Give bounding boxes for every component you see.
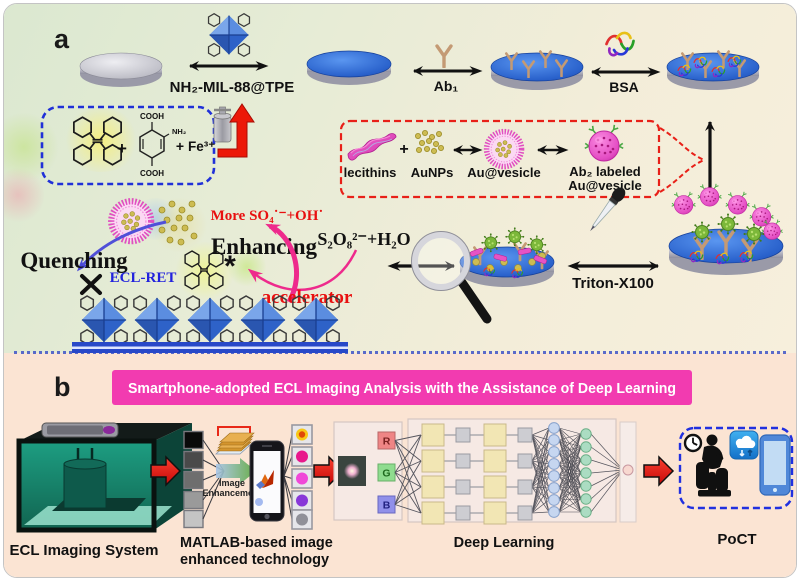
enhancement-stack-icon <box>214 426 255 455</box>
enhancement-line1: Image <box>219 478 245 488</box>
banner <box>112 370 692 405</box>
tpe-molecule <box>73 116 122 166</box>
ecl-ret-arrow <box>76 220 167 272</box>
magnifier-icon <box>411 231 492 324</box>
vesicle-prep-box <box>339 119 661 199</box>
flow-arrow-1 <box>150 455 182 487</box>
quench-vesicle-icon <box>111 201 151 241</box>
aminoterephthalic-acid <box>139 122 170 166</box>
bare-electrode <box>79 52 163 87</box>
cloud-sync-icon <box>729 430 759 460</box>
aunps-label: AuNPs <box>411 165 454 180</box>
nh2-label: NH₂ <box>172 127 186 136</box>
glow-green-left <box>4 112 59 182</box>
rgb-split-panel: R G B <box>333 421 403 521</box>
banner-text: Smartphone-adopted ECL Imaging Analysis … <box>128 381 676 397</box>
glow-pink-left <box>4 166 44 224</box>
sandwich-electrode <box>668 183 784 275</box>
accelerator-arrow <box>247 249 358 292</box>
panel-a-label: a <box>54 24 70 54</box>
panel-b-scheme: b Smartphone-adopted ECL Imaging Analysi… <box>10 370 794 568</box>
ab1-electrode <box>490 50 584 90</box>
enhancing-label: Enhancing <box>211 234 318 259</box>
bsa-blocked-electrode <box>666 50 760 90</box>
vesicle-plus: + <box>399 141 408 158</box>
ab1-label: Ab₁ <box>434 78 459 94</box>
cooh-top-label: COOH <box>140 112 164 121</box>
ab2-label-line1: Ab₂ labeled <box>569 164 641 179</box>
reaction-cell <box>63 448 107 509</box>
matlab-smartphone <box>249 440 285 522</box>
ecl-imaging-chamber <box>16 422 192 533</box>
radical-generation-arrow <box>265 223 300 304</box>
network-nodes <box>421 422 592 525</box>
persulfate-label: S₂O₈²⁻+H₂O <box>317 229 410 249</box>
deep-learning-label: Deep Learning <box>454 535 555 551</box>
block-x-mark <box>80 274 102 295</box>
ecl-system-label: ECL Imaging System <box>10 542 159 559</box>
plus-right: + <box>176 138 184 154</box>
dropper-icon <box>590 187 626 232</box>
poct-box <box>678 426 794 510</box>
tablet-icon <box>759 434 791 496</box>
bsa-label: BSA <box>609 79 639 95</box>
panel-b-label: b <box>54 372 71 402</box>
ab2-vesicle-icon <box>583 124 625 162</box>
mof-electrode <box>306 50 392 85</box>
radicals-label: More SO₄˙⁻+OH˙ <box>211 208 324 224</box>
raw-frames-column <box>183 430 204 529</box>
panel-a-scheme: a NH₂-MIL-88@TPE Ab₁ BSA <box>20 13 784 353</box>
washed-electrode <box>459 226 555 287</box>
hydrothermal-arrow <box>217 103 255 158</box>
phone-on-chamber <box>41 422 119 438</box>
channel-b-label: B <box>383 500 391 512</box>
patient-icon <box>696 434 731 497</box>
aunps-icon <box>414 129 445 155</box>
accelerator-label: accelerator <box>262 287 353 308</box>
bsa-protein-icon <box>605 31 635 57</box>
network-connections <box>394 427 624 514</box>
output-node <box>622 464 634 476</box>
excited-star: * <box>224 250 236 283</box>
plus-left: + <box>117 139 127 158</box>
lecithins-label: lecithins <box>344 165 397 180</box>
antibody1-icon <box>435 44 453 68</box>
au-vesicle-icon <box>487 132 522 167</box>
mof-crystal-icon <box>207 13 251 57</box>
figure-frame: a NH₂-MIL-88@TPE Ab₁ BSA <box>3 3 797 578</box>
callout-brace <box>659 127 705 193</box>
poct-label: PoCT <box>717 531 756 548</box>
panel-divider <box>14 351 786 354</box>
enhancement-line2: Enhancement <box>202 488 261 498</box>
electrode-bar <box>72 342 348 353</box>
enhancement-arrow <box>216 458 256 484</box>
mof-arrow-label: NH₂-MIL-88@TPE <box>170 79 295 96</box>
matlab-label-line2: enhanced technology <box>180 552 329 568</box>
autoclave-icon <box>213 106 232 143</box>
channel-r-label: R <box>383 436 391 448</box>
au-vesicle-label: Au@vesicle <box>467 165 540 180</box>
ab2-label-line2: Au@vesicle <box>568 178 641 193</box>
triton-label: Triton-X100 <box>572 275 654 292</box>
lecithin-icon <box>347 132 397 161</box>
clock-icon <box>683 433 703 453</box>
ecl-ret-label: ECL-RET <box>110 270 177 286</box>
cooh-bottom-label: COOH <box>140 169 164 178</box>
channel-g-label: G <box>382 468 390 480</box>
matlab-logo <box>256 470 274 489</box>
enhanced-frames-column <box>291 424 313 530</box>
neural-network-panel <box>394 418 637 525</box>
matlab-label-line1: MATLAB-based image <box>180 535 333 551</box>
iron-label: Fe³⁺ <box>188 139 215 154</box>
quenching-label: Quenching <box>20 248 128 273</box>
precursor-box <box>40 105 216 186</box>
gold-dots-cloud <box>158 200 198 246</box>
flow-arrow-3 <box>643 455 675 487</box>
